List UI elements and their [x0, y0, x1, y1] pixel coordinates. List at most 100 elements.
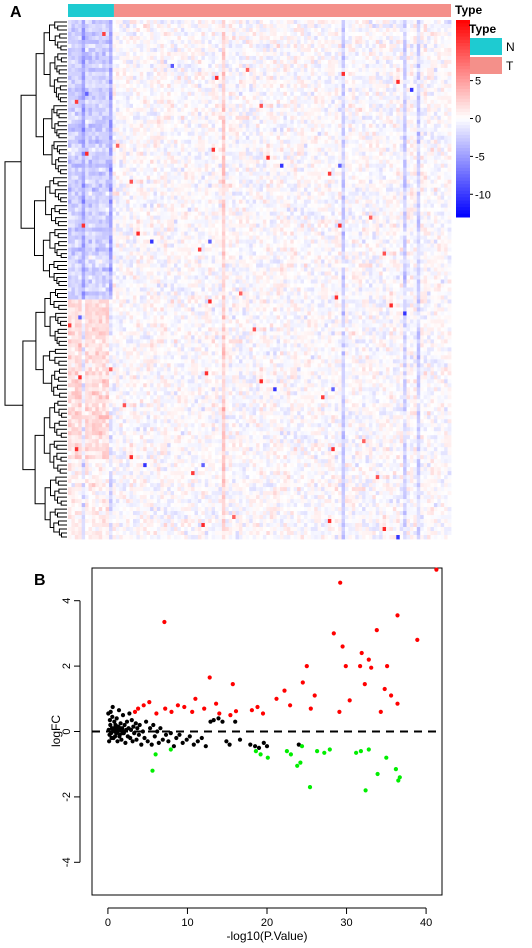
heatmap-cell [379, 47, 384, 53]
heatmap-cell [194, 187, 199, 193]
heatmap-cell [375, 59, 380, 65]
heatmap-cell [163, 31, 168, 37]
heatmap-cell [136, 31, 141, 37]
heatmap-cell [194, 39, 199, 45]
heatmap-cell [444, 43, 448, 49]
heatmap-cell [338, 55, 342, 61]
heatmap-cell [256, 71, 260, 77]
heatmap-cell [98, 39, 103, 45]
heatmap-cell [290, 187, 295, 193]
heatmap-cell [286, 27, 291, 33]
heatmap-cell [314, 151, 319, 157]
heatmap-cell [122, 159, 127, 165]
heatmap-cell [437, 135, 442, 141]
heatmap-cell [447, 79, 452, 85]
heatmap-cell [427, 151, 431, 157]
heatmap-cell [317, 31, 322, 37]
heatmap-cell [321, 95, 325, 101]
heatmap-cell [266, 111, 271, 117]
heatmap-cell [273, 119, 277, 125]
heatmap-cell [413, 143, 418, 149]
heatmap-cell [362, 20, 366, 25]
heatmap-cell [194, 51, 199, 57]
heatmap-cell [74, 95, 79, 101]
heatmap-cell [344, 63, 349, 69]
heatmap-cell [95, 147, 100, 153]
heatmap-cell [406, 131, 411, 137]
heatmap-cell [334, 31, 339, 37]
heatmap-cell [221, 183, 226, 189]
heatmap-cell [444, 127, 448, 133]
heatmap-cell [91, 55, 96, 61]
heatmap-cell [420, 79, 425, 85]
heatmap-cell [440, 87, 445, 93]
heatmap-cell [293, 115, 298, 121]
heatmap-cell [280, 123, 284, 129]
heatmap-cell [396, 175, 401, 181]
heatmap-cell [420, 51, 425, 57]
heatmap-cell [208, 191, 213, 197]
heatmap-cell [348, 31, 353, 37]
heatmap-cell [74, 151, 79, 157]
heatmap-cell [262, 99, 267, 105]
heatmap-cell [310, 115, 315, 121]
heatmap-cell [191, 175, 195, 181]
heatmap-cell [132, 39, 137, 45]
heatmap-cell [204, 119, 209, 125]
heatmap-cell [119, 111, 124, 117]
heatmap-cell [153, 23, 158, 29]
heatmap-cell [420, 103, 425, 109]
heatmap-cell [437, 139, 442, 145]
heatmap-cell [409, 123, 414, 129]
heatmap-cell [324, 63, 329, 69]
heatmap-cell [413, 131, 418, 137]
heatmap-cell [440, 179, 445, 185]
heatmap-cell [74, 187, 79, 193]
heatmap-cell [129, 111, 134, 117]
heatmap-cell [102, 147, 107, 153]
heatmap-cell [355, 131, 360, 137]
heatmap-cell [122, 91, 127, 97]
heatmap-cell [184, 47, 189, 53]
heatmap-cell [204, 27, 209, 33]
heatmap-cell [218, 163, 223, 169]
heatmap-cell [297, 143, 301, 149]
heatmap-cell [355, 39, 360, 45]
heatmap-cell [191, 107, 195, 113]
heatmap-cell [416, 143, 421, 149]
heatmap-cell [167, 51, 171, 57]
heatmap-cell [331, 175, 336, 181]
heatmap-cell [160, 91, 165, 97]
heatmap-cell [132, 167, 137, 173]
heatmap-cell [228, 179, 233, 185]
heatmap-cell [78, 191, 83, 197]
heatmap-cell [122, 175, 127, 181]
heatmap-cell [362, 71, 366, 77]
heatmap-cell [303, 107, 308, 113]
heatmap-cell [368, 187, 373, 193]
heatmap-cell [252, 23, 257, 29]
heatmap-cell [71, 191, 76, 197]
heatmap-cell [146, 91, 151, 97]
heatmap-cell [386, 179, 390, 185]
heatmap-cell [98, 47, 103, 53]
heatmap-cell [146, 127, 151, 133]
heatmap-cell [331, 147, 336, 153]
heatmap-cell [293, 99, 298, 105]
heatmap-cell [372, 175, 377, 181]
heatmap-cell [314, 63, 319, 69]
heatmap-cell [413, 51, 418, 57]
heatmap-cell [174, 119, 178, 125]
heatmap-cell [119, 163, 124, 169]
heatmap-cell [191, 75, 195, 81]
heatmap-cell [266, 43, 271, 49]
heatmap-cell [423, 31, 428, 37]
heatmap-cell [386, 143, 390, 149]
heatmap-cell [180, 79, 185, 85]
heatmap-cell [389, 67, 394, 73]
heatmap-cell [245, 27, 250, 33]
heatmap-cell [406, 119, 411, 125]
heatmap-cell [269, 139, 274, 145]
heatmap-cell [444, 71, 448, 77]
heatmap-cell [427, 39, 431, 45]
